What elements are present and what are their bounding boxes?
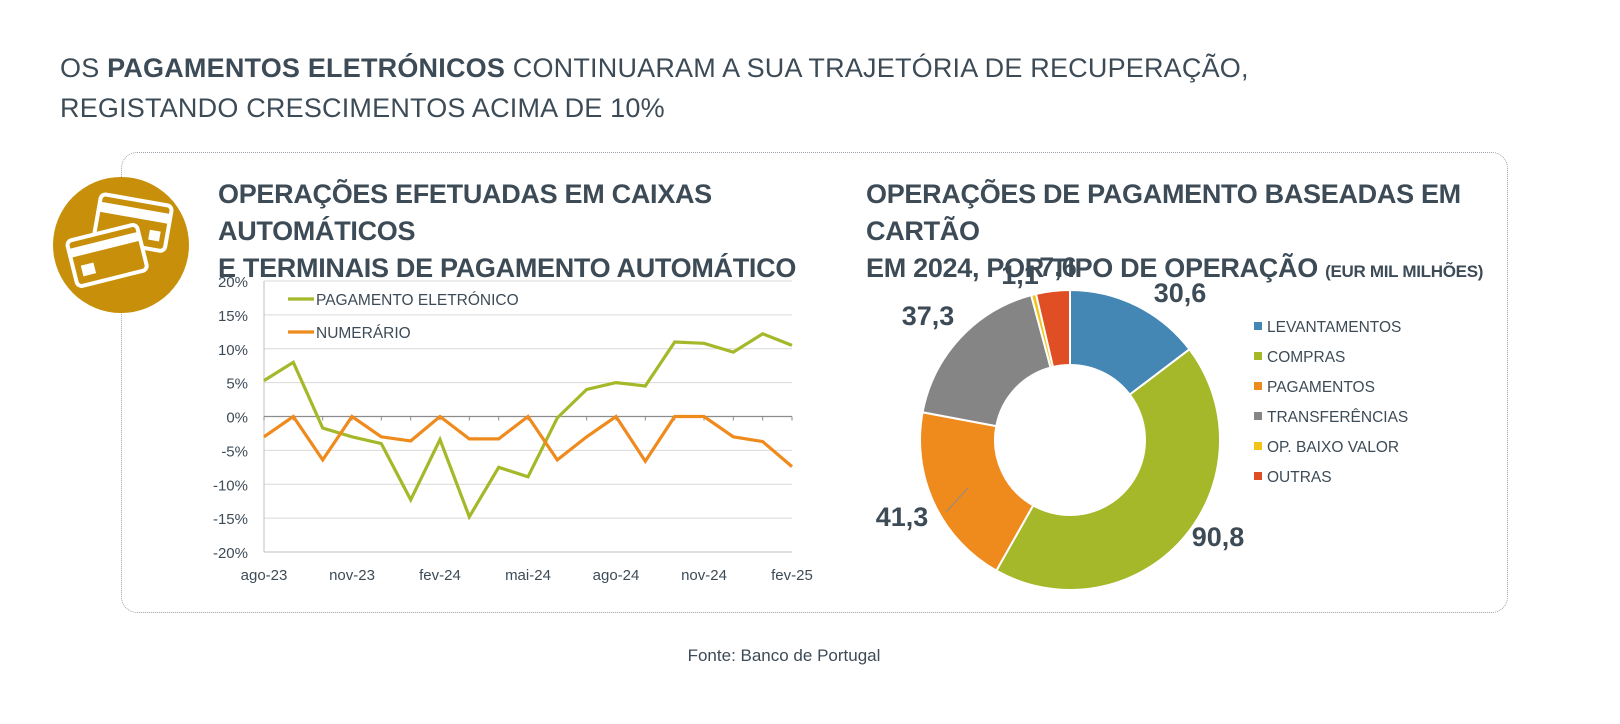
legend-label: PAGAMENTOS [1267,379,1375,396]
legend-label: NUMERÁRIO [316,325,411,342]
y-tick-label: -15% [213,511,248,528]
data-label: 7,6 [1039,252,1077,282]
legend-swatch [1254,412,1262,420]
legend-swatch [1254,322,1262,330]
x-tick-label: ago-24 [593,567,640,584]
credit-cards-icon [65,192,174,288]
x-tick-label: ago-23 [241,567,288,584]
data-label: 37,3 [902,301,955,331]
donut-slice-transfer-ncias [921,293,1052,428]
source-note: Fonte: Banco de Portugal [687,646,881,665]
legend-swatch [1254,442,1262,450]
headline-rest: CONTINUARAM A SUA TRAJETÓRIA DE RECUPERA… [505,53,1249,83]
data-label: 1,1 [1001,260,1039,290]
legend-label: COMPRAS [1267,349,1345,366]
y-tick-label: 5% [226,376,248,393]
donut-chart-title-line-2: EM 2024, POR TIPO DE OPERAÇÃO (EUR MIL M… [866,250,1486,290]
legend-label: OUTRAS [1267,469,1332,486]
x-tick-label: nov-23 [329,567,375,584]
donut-chart-title-text: EM 2024, POR TIPO DE OPERAÇÃO [866,253,1318,283]
legend-swatch [1254,352,1262,360]
legend-swatch [1254,472,1262,480]
icon-badge [53,177,189,313]
data-label: 30,6 [1154,278,1207,308]
donut-slice-pagamentos [919,411,1035,573]
headline-prefix: OS [60,53,108,83]
y-tick-label: 10% [218,342,248,359]
headline-line-2: REGISTANDO CRESCIMENTOS ACIMA DE 10% [60,93,665,123]
legend-swatch [1254,382,1262,390]
legend-label: OP. BAIXO VALOR [1267,439,1399,456]
donut-chart-unit: (EUR MIL MILHÕES) [1325,262,1484,281]
y-tick-label: 15% [218,308,248,325]
y-tick-label: -5% [221,443,248,460]
line-chart-title-line-2: E TERMINAIS DE PAGAMENTO AUTOMÁTICO [218,253,797,283]
y-tick-label: 20% [218,274,248,291]
legend-label: LEVANTAMENTOS [1267,319,1401,336]
x-tick-label: fev-25 [771,567,813,584]
line-chart: 20% 15% 10% 5% 0% -5% -10% -15% -20% ago-23 nov-23… [213,274,813,584]
headline: OS PAGAMENTOS ELETRÓNICOS CONTINUARAM A … [60,48,1249,128]
headline-line-1: OS PAGAMENTOS ELETRÓNICOS CONTINUARAM A … [60,48,1249,88]
x-tick-label: mai-24 [505,567,551,584]
donut-slice-compras [994,347,1221,591]
donut-chart-title: OPERAÇÕES DE PAGAMENTO BASEADAS EM CARTÃ… [866,176,1486,290]
line-chart-title-line-1: OPERAÇÕES EFETUADAS EM CAIXAS AUTOMÁTICO… [218,179,712,246]
donut-chart-title-line-1: OPERAÇÕES DE PAGAMENTO BASEADAS EM CARTÃ… [866,179,1461,246]
leader-line [945,487,969,513]
x-tick-label: nov-24 [681,567,727,584]
donut-chart: 30,6 90,8 41,3 37,3 1,1 7,6 LEVANTAMENTOS COMPR… [876,252,1408,591]
legend-label: TRANSFERÊNCIAS [1267,409,1408,426]
data-label: 41,3 [876,502,929,532]
data-label: 90,8 [1192,522,1245,552]
series-line-numerario [263,414,794,468]
x-tick-label: fev-24 [419,567,461,584]
y-tick-label: -20% [213,545,248,562]
line-chart-title: OPERAÇÕES EFETUADAS EM CAIXAS AUTOMÁTICO… [218,176,818,287]
y-tick-label: 0% [226,410,248,427]
y-tick-label: -10% [213,477,248,494]
headline-bold: PAGAMENTOS ELETRÓNICOS [107,53,506,83]
content-panel [121,152,1508,613]
legend-label: PAGAMENTO ELETRÓNICO [316,292,519,309]
donut-slice-outras [1034,288,1071,369]
series-line-pagamento-eletronico [263,332,793,521]
